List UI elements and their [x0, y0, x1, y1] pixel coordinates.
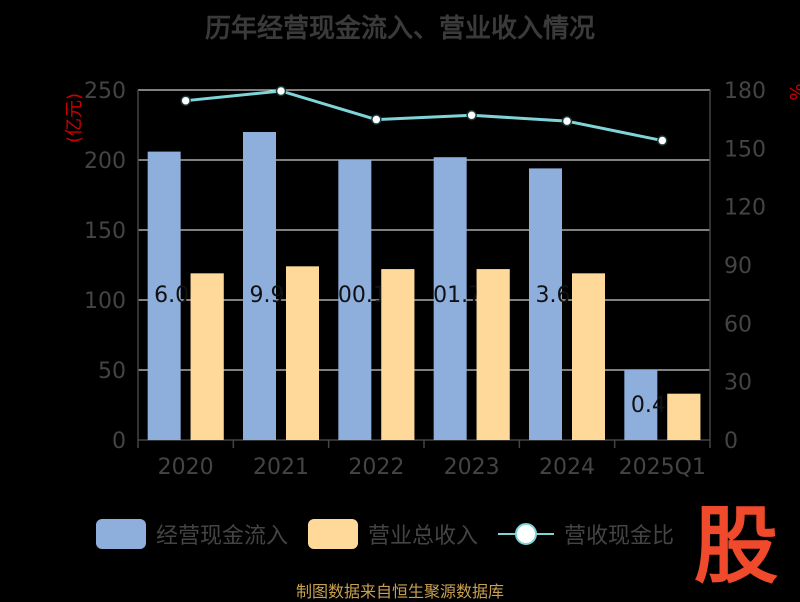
x-tick-label: 2025Q1	[619, 455, 706, 480]
y-left-axis-label: (亿元)	[64, 93, 85, 143]
y-left-tick-label: 150	[84, 219, 126, 244]
ratio-data-label: 9.9	[250, 283, 285, 308]
x-tick-label: 2024	[539, 455, 595, 480]
ratio-data-label: 6.0	[154, 283, 189, 308]
y-left-tick-label: 0	[112, 429, 126, 454]
bar-revenue-overlay	[381, 269, 415, 440]
y-right-tick-label: 120	[724, 196, 766, 221]
bar-revenue-overlay	[286, 266, 319, 440]
legend-swatch-ratio	[498, 519, 555, 549]
y-right-tick-label: 0	[724, 429, 738, 454]
ratio-point	[657, 135, 668, 146]
ratio-point	[275, 85, 287, 97]
bar-revenue-overlay	[190, 273, 224, 440]
y-left-tick-label: 50	[98, 359, 126, 384]
ratio-line	[185, 89, 663, 143]
bar-cashflow	[243, 132, 276, 440]
legend-swatch-revenue	[308, 519, 359, 549]
y-left-tick-label: 250	[84, 79, 126, 104]
x-tick-label: 2020	[158, 455, 214, 480]
bar-revenue-overlay	[572, 273, 605, 440]
legend-item-ratio[interactable]: 营收现金比	[498, 518, 674, 550]
stock-logo: 股	[693, 496, 778, 595]
y-right-tick-label: 90	[724, 254, 752, 279]
ratio-data-label: 0.4	[631, 393, 666, 418]
legend-label-cashflow: 经营现金流入	[156, 524, 289, 549]
ratio-data-label: 00.1	[338, 283, 387, 308]
legend-label-revenue: 营业总收入	[368, 524, 479, 549]
x-tick-label: 2021	[253, 455, 309, 480]
y-left-tick-label: 100	[84, 289, 126, 314]
ratio-point	[561, 115, 573, 127]
y-right-axis-label: %	[785, 83, 800, 100]
ratio-data-label: 01.7	[433, 283, 482, 308]
bar-cashflow	[147, 151, 181, 440]
legend: 经营现金流入 营业总收入 营收现金比	[96, 518, 694, 550]
chart-title: 历年经营现金流入、营业收入情况	[204, 14, 595, 44]
y-right-tick-label: 30	[724, 371, 752, 396]
source-note: 制图数据来自恒生聚源数据库	[295, 582, 504, 601]
legend-item-cashflow[interactable]: 经营现金流入	[96, 518, 288, 550]
bar-cashflow	[433, 157, 467, 440]
x-tick-label: 2022	[348, 455, 404, 480]
legend-item-revenue[interactable]: 营业总收入	[308, 518, 478, 550]
ratio-data-label: 3.6	[536, 283, 571, 308]
bar-cashflow	[529, 168, 562, 440]
bar-cashflow	[338, 160, 372, 440]
ratio-point	[466, 110, 477, 121]
x-tick-label: 2023	[444, 455, 500, 480]
y-right-tick-label: 150	[724, 137, 766, 162]
y-right-tick-label: 180	[724, 79, 766, 104]
bar-revenue-overlay	[667, 393, 701, 440]
ratio-point	[371, 114, 382, 125]
y-right-tick-label: 60	[724, 312, 752, 337]
bar-cashflow	[624, 370, 658, 440]
bar-revenue-overlay	[476, 269, 510, 440]
ratio-point	[180, 95, 191, 106]
legend-swatch-cashflow	[96, 519, 146, 549]
y-left-tick-label: 200	[84, 149, 126, 174]
legend-label-ratio: 营收现金比	[564, 524, 675, 549]
